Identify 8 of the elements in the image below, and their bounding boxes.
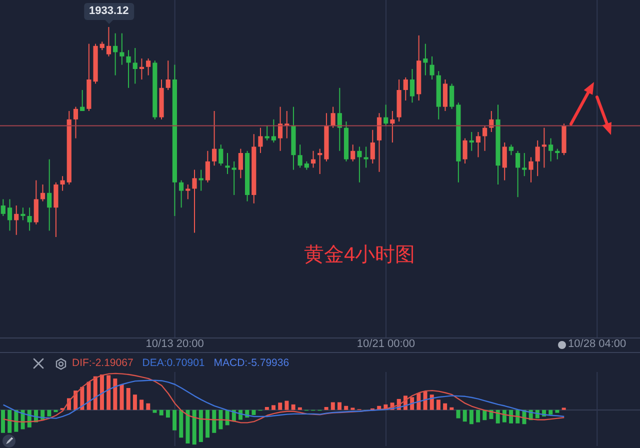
annotation: 1933.12 [88,5,129,17]
x-tick-label: 10/21 00:00 [356,338,416,350]
x-tick-label: 10/28 04:00 [568,338,626,350]
series-label: DIF:-2.19067 [72,357,134,370]
series-label: DEA:0.70901 [142,357,205,370]
text: MACD:-5.79936 [214,357,290,370]
x-tick-label: 10/13 20:00 [146,338,204,350]
text: 黄金4小时图 [304,243,416,267]
